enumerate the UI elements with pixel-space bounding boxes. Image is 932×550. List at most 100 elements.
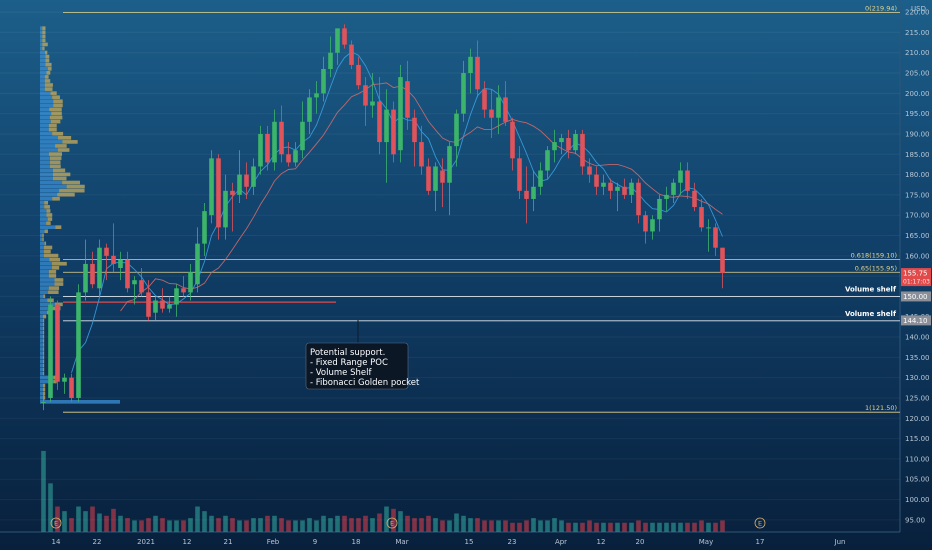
candle: [461, 60, 466, 122]
x-tick-label: 20: [636, 538, 645, 546]
candle-body: [713, 227, 718, 248]
volume-bar: [223, 515, 228, 532]
volume-bar: [538, 520, 543, 532]
y-tick-label: 185.00: [905, 151, 930, 159]
candle-body: [335, 28, 340, 53]
profile-bar-down: [49, 257, 61, 262]
profile-bar-down: [42, 363, 45, 368]
x-tick-label: 12: [597, 538, 606, 546]
callout-box: [305, 342, 409, 390]
candle-body: [447, 146, 452, 183]
profile-bar-down: [66, 184, 85, 189]
candle-body: [629, 182, 634, 195]
profile-bar-down: [48, 123, 57, 128]
profile-bar-up: [40, 355, 43, 359]
candle-body: [678, 170, 683, 183]
profile-bar-down: [42, 347, 45, 351]
volume-bar: [293, 520, 298, 532]
time-axis[interactable]: 14 22 2021 12 21 Feb 9 18 Mar 15 23 Apr 12 20 May 17 Jun: [52, 538, 846, 546]
annotation-callout[interactable]: Potential support. - Fixed Range POC - V…: [305, 320, 420, 390]
profile-bar-down: [44, 200, 49, 205]
x-tick-label: 12: [183, 538, 192, 546]
profile-bar-down: [45, 54, 50, 59]
candle: [685, 162, 690, 199]
profile-bar-down: [42, 233, 44, 238]
candle-body: [111, 255, 116, 264]
candle: [370, 73, 375, 118]
profile-bar-down: [57, 136, 72, 140]
volume-bar: [468, 518, 473, 532]
volume-bar: [349, 518, 354, 532]
candle-body: [223, 190, 228, 228]
candle-body: [321, 68, 326, 94]
price-tag-label: 155.75: [903, 270, 928, 278]
volume-bar: [433, 518, 438, 532]
profile-bar-down: [42, 30, 46, 35]
earnings-marker[interactable]: E: [386, 517, 398, 529]
profile-bar-up: [40, 270, 49, 274]
volume-shelf-lines[interactable]: Volume shelf Volume shelf: [63, 285, 900, 322]
profile-bar-up: [40, 26, 43, 30]
profile-bar-down: [47, 217, 53, 221]
candle-body: [132, 280, 137, 285]
profile-bar-down: [52, 95, 60, 100]
earnings-marker[interactable]: E: [50, 517, 62, 529]
volume-bar: [321, 515, 326, 532]
moving-average-line: [120, 82, 723, 312]
profile-bar-up: [40, 253, 44, 258]
profile-bar-down: [50, 91, 57, 95]
profile-bar-down: [44, 87, 53, 91]
candle-body: [531, 186, 536, 199]
profile-bar-up: [40, 144, 56, 148]
x-tick-label: 9: [313, 538, 317, 546]
volume-bar: [272, 515, 277, 532]
candle: [321, 56, 326, 102]
profile-bar-up: [40, 38, 43, 43]
currency-label: USD: [911, 5, 926, 13]
profile-bar-down: [42, 383, 46, 388]
volume-bar: [62, 511, 67, 532]
profile-bar-up: [40, 322, 43, 327]
x-tick-label: 2021: [137, 538, 155, 546]
candle-body: [636, 182, 641, 216]
price-axis[interactable]: 95.00 100.00 105.00 110.00 115.00 120.00 125.0…: [905, 9, 930, 525]
volume-bar: [545, 520, 550, 532]
volume-bar: [160, 518, 165, 532]
profile-bar-down: [48, 127, 57, 132]
profile-bar-up: [40, 91, 51, 95]
profile-bar-down: [44, 83, 53, 87]
candle-body: [461, 73, 466, 114]
candle-body: [608, 182, 613, 191]
y-tick-label: 140.00: [905, 334, 930, 342]
volume-bar: [517, 522, 522, 532]
callout-title: Potential support.: [310, 348, 385, 358]
profile-bar-down: [42, 351, 45, 355]
fib-level-label: 0.65(155.95): [855, 264, 897, 272]
candle-body: [300, 121, 305, 151]
profile-bar-up: [40, 205, 45, 209]
profile-bar-up: [40, 302, 55, 307]
profile-bar-up: [40, 314, 43, 319]
profile-bar-down: [55, 225, 62, 230]
earnings-marker[interactable]: E: [754, 517, 766, 529]
candle: [293, 142, 298, 167]
price-tag: [901, 291, 931, 302]
volume-bar: [132, 520, 137, 532]
earnings-icon: [754, 517, 766, 529]
profile-bar-up: [40, 245, 44, 250]
candle: [188, 263, 193, 301]
profile-bar-down: [45, 50, 48, 55]
profile-bar-down: [42, 391, 46, 396]
candle: [573, 129, 578, 155]
moving-averages: [71, 51, 723, 373]
profile-bar-up: [40, 343, 43, 347]
candle-body: [685, 170, 690, 191]
volume-bar: [244, 520, 249, 532]
fibonacci-retracement[interactable]: 0(219.94) 0.618(159.10) 0.65(155.95) 1(121.…: [63, 4, 900, 413]
candle-body: [405, 81, 410, 118]
earnings-icon: [50, 517, 62, 529]
profile-bar-up: [40, 75, 45, 79]
